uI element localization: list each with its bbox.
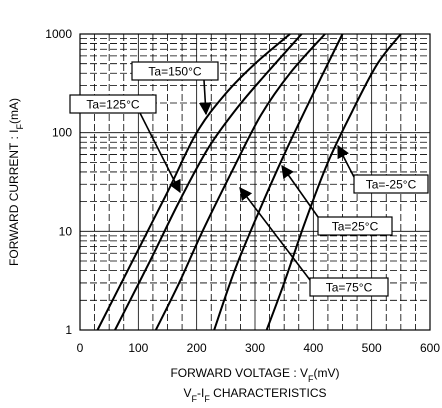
callout-arrow	[337, 144, 355, 178]
plot-frame	[79, 33, 431, 331]
callout-2: Ta=75°C	[239, 186, 389, 297]
tick-labels: 0 100 200 300 400 500 600 1 10 100 1000	[45, 27, 440, 355]
x-tick-label: 500	[362, 341, 382, 355]
y-axis-title: FORWARD CURRENT : IF(mA)	[7, 98, 25, 266]
x-tick-label: 0	[77, 341, 84, 355]
callout-4: Ta=-25°C	[337, 144, 429, 194]
x-axis-title: FORWARD VOLTAGE : VF(mV)	[170, 366, 339, 384]
callout-1: Ta=125°C	[69, 94, 181, 194]
series-line-1	[114, 33, 303, 331]
callout-0: Ta=150°C	[131, 61, 219, 116]
series-line-0	[96, 33, 291, 331]
callout-box	[317, 216, 393, 236]
x-tick-label: 600	[420, 341, 440, 355]
series-line-4	[265, 33, 402, 331]
callout-box	[69, 94, 157, 114]
callout-box	[353, 174, 429, 194]
y-tick-label: 1	[65, 323, 72, 337]
series-line-2	[154, 33, 326, 331]
x-tick-label: 200	[187, 341, 207, 355]
chart-caption: VF-IF CHARACTERISTICS	[183, 386, 326, 404]
y-tick-label: 100	[52, 126, 72, 140]
series-lines	[96, 33, 402, 331]
callout-box	[309, 277, 389, 297]
callout-box	[131, 61, 219, 81]
callout-label: Ta=-25°C	[366, 178, 417, 192]
callout-arrow	[198, 79, 212, 116]
series-line-3	[213, 33, 344, 331]
y-tick-label: 10	[59, 224, 73, 238]
callout-3: Ta=25°C	[281, 164, 393, 236]
callout-label: Ta=125°C	[86, 98, 140, 112]
callout-label: Ta=150°C	[148, 65, 202, 79]
x-tick-label: 400	[303, 341, 323, 355]
x-tick-label: 300	[245, 341, 265, 355]
callout-arrow	[281, 164, 319, 218]
callout-arrow	[239, 186, 311, 281]
axis-titles: FORWARD VOLTAGE : VF(mV) VF-IF CHARACTERI…	[7, 98, 340, 404]
y-tick-label: 1000	[45, 27, 72, 41]
annotations: Ta=150°C Ta=125°C Ta=75°C Ta=25°C Ta=-25°C	[69, 61, 429, 297]
callout-label: Ta=75°C	[326, 281, 373, 295]
x-tick-label: 100	[128, 341, 148, 355]
callout-label: Ta=25°C	[332, 220, 379, 234]
callout-arrow	[139, 112, 181, 194]
